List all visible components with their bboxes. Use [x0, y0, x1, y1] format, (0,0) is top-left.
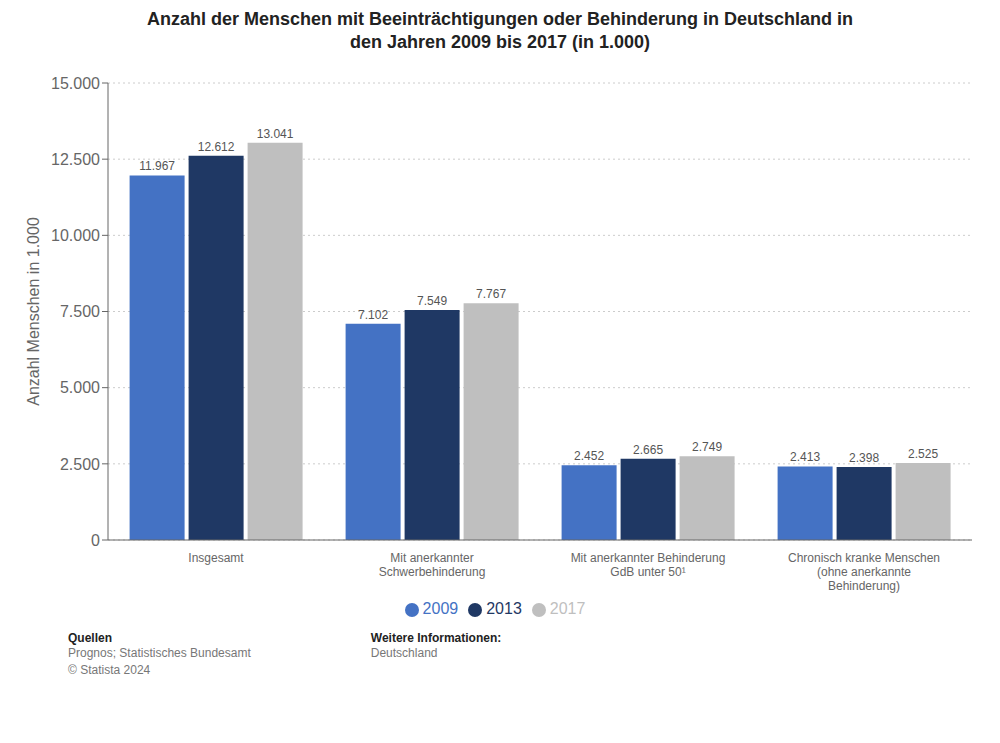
html-text:2009: 2009: [422, 599, 459, 617]
svg-text:2.749: 2.749: [692, 440, 722, 454]
html-text:Quellen: Quellen: [68, 630, 112, 645]
svg-text:7.102: 7.102: [358, 307, 388, 321]
svg-text:2.500: 2.500: [60, 455, 100, 472]
svg-text:7.549: 7.549: [417, 294, 447, 308]
html-text:den Jahren 2009 bis 2017 (in 1: den Jahren 2009 bis 2017 (in 1.000): [349, 32, 651, 53]
html-text:Weitere Informationen:: Weitere Informationen:: [370, 630, 502, 645]
svg-text:7.767: 7.767: [476, 287, 506, 301]
svg-text:10.000: 10.000: [51, 227, 100, 244]
svg-text:7.500: 7.500: [60, 303, 100, 320]
svg-text:11.967: 11.967: [139, 159, 175, 173]
svg-text:12.500: 12.500: [51, 151, 100, 168]
svg-text:Anzahl Menschen in 1.000: Anzahl Menschen in 1.000: [25, 217, 42, 406]
html-text:Deutschland: Deutschland: [370, 645, 438, 660]
svg-text:2.398: 2.398: [849, 451, 879, 465]
html-text:Anzahl der Menschen mit Beeint: Anzahl der Menschen mit Beeinträchtigung…: [147, 9, 853, 29]
svg-text:5.000: 5.000: [60, 379, 100, 396]
html-text:Prognos; Statistisches Bundesa: Prognos; Statistisches Bundesamt © Stati…: [68, 645, 251, 677]
svg-text:0: 0: [91, 531, 100, 548]
html-text:2017: 2017: [549, 599, 586, 617]
svg-text:15.000: 15.000: [51, 74, 100, 91]
svg-text:2.525: 2.525: [908, 447, 938, 461]
svg-text:Chronisch kranke Menschen(ohne: Chronisch kranke Menschen(ohne anerkannt…: [788, 551, 940, 593]
svg-text:13.041: 13.041: [257, 126, 294, 140]
svg-text:2.665: 2.665: [633, 443, 663, 457]
svg-text:Mit anerkannterSchwerbehinderu: Mit anerkannterSchwerbehinderung: [379, 551, 486, 579]
svg-text:Mit anerkannter BehinderungGdB: Mit anerkannter BehinderungGdB unter 50¹: [571, 551, 726, 579]
html-text:2013: 2013: [486, 599, 522, 617]
svg-text:2.413: 2.413: [790, 450, 820, 464]
svg-text:12.612: 12.612: [198, 140, 235, 154]
svg-text:2.452: 2.452: [574, 449, 604, 463]
svg-text:Insgesamt: Insgesamt: [188, 551, 244, 565]
